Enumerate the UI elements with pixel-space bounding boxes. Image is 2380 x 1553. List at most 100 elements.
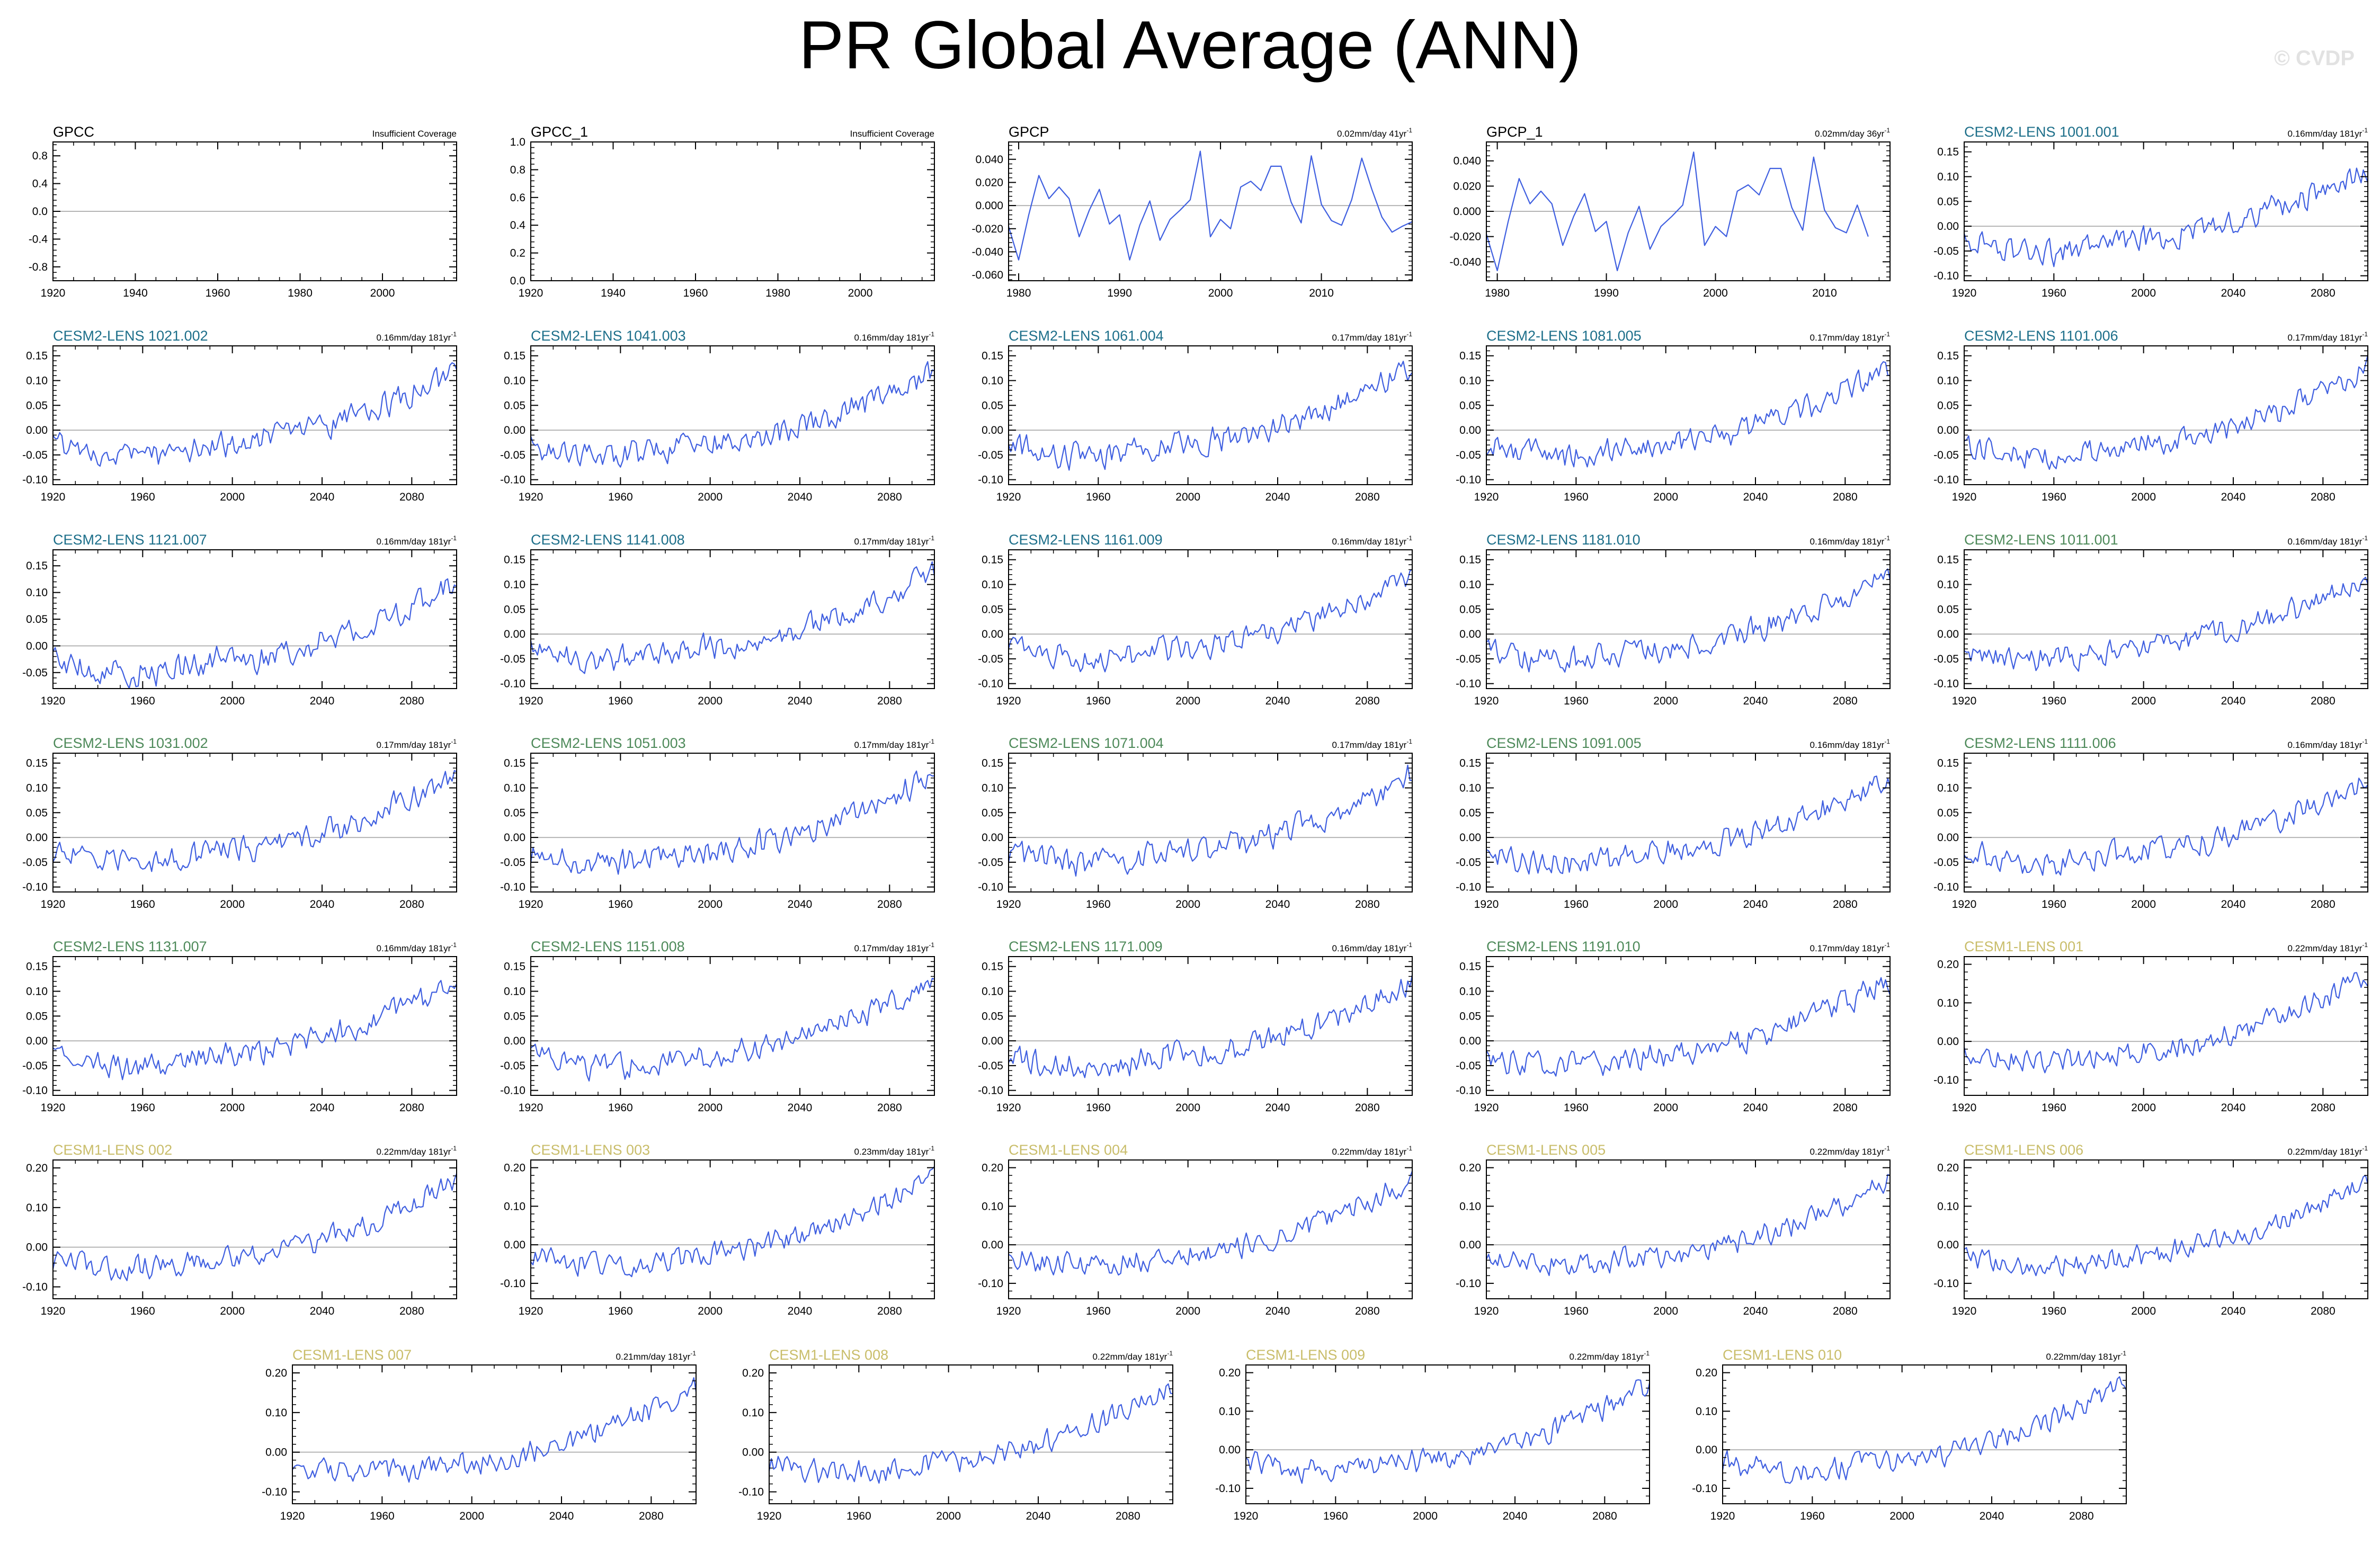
ytick-label: 0.15 — [982, 350, 1003, 362]
xtick-label: 2000 — [220, 695, 245, 707]
xtick-label: 2040 — [1743, 1102, 1768, 1114]
panel-stat: 0.22mm/day 181yr-1 — [1810, 1145, 1891, 1157]
xtick-label: 1960 — [1086, 1102, 1111, 1114]
ytick-label: -0.10 — [500, 474, 525, 486]
xtick-label: 2080 — [1355, 898, 1380, 911]
ytick-label: 0.15 — [26, 350, 48, 362]
chart-panel: CESM1-LENS 006 0.22mm/day 181yr-1 -0.10 0.0… — [1933, 1142, 2369, 1317]
chart-panel: CESM2-LENS 1121.007 0.16mm/day 181yr-1 -0.… — [22, 532, 457, 707]
ytick-label: 0.15 — [1937, 554, 1959, 566]
xtick-label: 1960 — [2042, 898, 2066, 911]
plot-frame — [1964, 956, 2368, 1096]
xtick-label: 2000 — [1653, 1305, 1678, 1317]
plot-frame — [1486, 345, 1891, 485]
ytick-label: -0.10 — [22, 1085, 48, 1097]
panel-stat: 0.16mm/day 181yr-1 — [2288, 534, 2368, 547]
ytick-label: 0.2 — [510, 247, 525, 260]
ytick-label: 0.15 — [1937, 757, 1959, 770]
panel-title: CESM1-LENS 010 — [1723, 1347, 1842, 1363]
series-line — [530, 361, 935, 468]
panel-stat: 0.22mm/day 181yr-1 — [1570, 1350, 1650, 1362]
xtick-label: 1980 — [1485, 287, 1510, 299]
xtick-label: 2000 — [698, 898, 723, 911]
ytick-label: -0.10 — [1933, 1074, 1959, 1086]
chart-panel: CESM2-LENS 1131.007 0.16mm/day 181yr-1 -0.… — [22, 939, 457, 1114]
xtick-label: 2040 — [1265, 695, 1290, 707]
ytick-label: -0.10 — [978, 881, 1003, 894]
series-line — [1008, 764, 1413, 877]
xtick-label: 2000 — [698, 695, 723, 707]
chart-panel: CESM2-LENS 1051.003 0.17mm/day 181yr-1 -0.… — [500, 735, 935, 911]
xtick-label: 1920 — [280, 1510, 305, 1522]
ytick-label: -0.10 — [738, 1486, 764, 1498]
xtick-label: 2000 — [220, 898, 245, 911]
panel-title: CESM2-LENS 1011.001 — [1964, 532, 2118, 548]
panel-title: CESM2-LENS 1191.010 — [1486, 939, 1641, 954]
xtick-label: 2000 — [1703, 287, 1728, 299]
ytick-label: 0.0 — [32, 206, 48, 218]
ytick-label: 1.0 — [510, 136, 525, 148]
chart-panel: CESM2-LENS 1001.001 0.16mm/day 181yr-1 -0.… — [1933, 124, 2369, 299]
panel-stat: 0.17mm/day 181yr-1 — [1810, 941, 1891, 953]
ytick-label: 0.10 — [504, 375, 525, 387]
xtick-label: 2040 — [1026, 1510, 1051, 1522]
ytick-label: 0.05 — [1937, 807, 1959, 819]
ytick-label: -0.10 — [978, 1278, 1003, 1290]
ytick-label: 0.10 — [1696, 1405, 1717, 1417]
xtick-label: 1960 — [206, 287, 230, 299]
plot-frame — [52, 753, 457, 892]
ytick-label: -0.040 — [971, 246, 1003, 258]
xtick-label: 2080 — [1355, 1102, 1380, 1114]
ytick-label: 0.05 — [1459, 399, 1481, 412]
chart-panel: CESM2-LENS 1021.002 0.16mm/day 181yr-1 -0.… — [22, 328, 458, 503]
xtick-label: 1960 — [1564, 491, 1589, 503]
ytick-label: 0.00 — [742, 1447, 764, 1459]
xtick-label: 1920 — [1474, 898, 1499, 911]
panel-title: CESM2-LENS 1161.009 — [1009, 532, 1163, 548]
xtick-label: 2000 — [2131, 287, 2156, 299]
series-line — [530, 978, 935, 1082]
ytick-label: -0.10 — [1933, 678, 1959, 690]
xtick-label: 1920 — [41, 695, 66, 707]
chart-panel: CESM1-LENS 001 0.22mm/day 181yr-1 -0.10 0.0… — [1933, 939, 2368, 1114]
ytick-label: 0.05 — [504, 399, 525, 412]
xtick-label: 2040 — [1265, 1102, 1290, 1114]
plot-frame — [1486, 753, 1891, 892]
series-line — [1486, 361, 1891, 468]
ytick-label: 0.20 — [1459, 1162, 1481, 1174]
series-line — [1485, 1174, 1891, 1277]
series-line — [1008, 150, 1413, 261]
xtick-label: 1960 — [1086, 1305, 1111, 1317]
series-line — [1964, 576, 2369, 672]
ytick-label: 0.10 — [26, 782, 48, 795]
chart-panel: GPCC_1 Insufficient Coverage 0.0 0.2 0.4 0.6 0… — [510, 124, 935, 299]
ytick-label: 0.05 — [982, 1010, 1003, 1022]
ytick-label: -0.10 — [1456, 474, 1481, 486]
xtick-label: 1960 — [1086, 491, 1111, 503]
xtick-label: 1920 — [41, 1102, 66, 1114]
plot-frame — [530, 549, 935, 689]
ytick-label: 0.00 — [1459, 1035, 1481, 1047]
ytick-label: -0.10 — [22, 474, 48, 486]
xtick-label: 1920 — [519, 1305, 543, 1317]
ytick-label: -0.05 — [22, 856, 48, 869]
chart-panel: CESM1-LENS 002 0.22mm/day 181yr-1 -0.10 0.0… — [22, 1142, 458, 1317]
chart-panel: CESM1-LENS 008 0.22mm/day 181yr-1 -0.10 0.0… — [738, 1347, 1173, 1522]
plot-frame — [1245, 1364, 1650, 1504]
series-line — [52, 979, 457, 1081]
ytick-label: 0.00 — [26, 424, 48, 436]
xtick-label: 2040 — [2221, 1102, 2246, 1114]
xtick-label: 1960 — [1800, 1510, 1825, 1522]
plot-frame — [1008, 549, 1413, 689]
xtick-label: 1920 — [1952, 287, 1977, 299]
xtick-label: 1960 — [608, 898, 633, 911]
xtick-label: 2040 — [2221, 1305, 2246, 1317]
ytick-label: 0.15 — [982, 554, 1003, 566]
ytick-label: -0.05 — [978, 653, 1003, 665]
xtick-label: 1920 — [519, 898, 543, 911]
ytick-label: 0.15 — [504, 350, 525, 362]
ytick-label: 0.10 — [504, 986, 525, 998]
ytick-label: -0.10 — [22, 881, 48, 894]
chart-panel: CESM2-LENS 1071.004 0.17mm/day 181yr-1 -0.… — [978, 735, 1413, 911]
